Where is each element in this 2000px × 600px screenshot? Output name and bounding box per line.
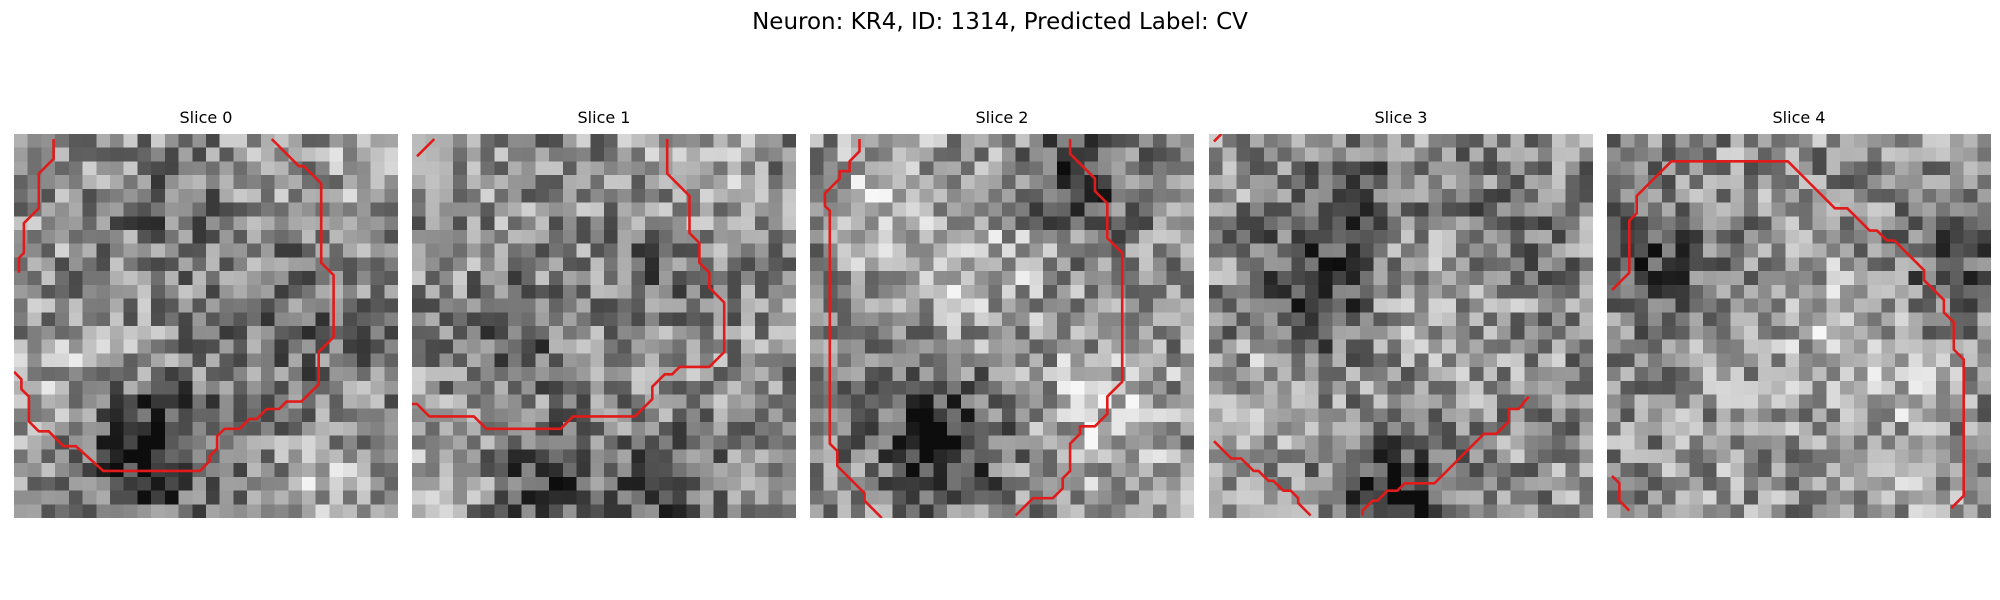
segmentation-contour xyxy=(1213,134,1223,143)
segmentation-contour xyxy=(416,138,436,158)
slice-image xyxy=(412,134,796,518)
grayscale-pixel-grid xyxy=(1607,134,1991,518)
segmentation-contour xyxy=(1611,159,1966,510)
slice-title: Slice 4 xyxy=(1772,108,1826,127)
figure-title: Neuron: KR4, ID: 1314, Predicted Label: … xyxy=(752,9,1248,35)
slice-image xyxy=(1607,134,1991,518)
grayscale-pixel-grid xyxy=(810,134,1194,518)
segmentation-contour xyxy=(1213,440,1312,517)
segmentation-contour xyxy=(1014,139,1124,517)
grayscale-pixel-grid xyxy=(412,134,796,518)
slice-image xyxy=(14,134,398,518)
slice-image xyxy=(810,134,1194,518)
grayscale-pixel-grid xyxy=(1209,134,1593,518)
segmentation-contour xyxy=(412,139,726,431)
segmentation-contour xyxy=(823,139,883,518)
segmentation-contour xyxy=(1361,395,1530,516)
segmentation-contour xyxy=(14,138,335,473)
segmentation-contour xyxy=(17,139,55,273)
slice-title: Slice 3 xyxy=(1374,108,1428,127)
segmentation-contour xyxy=(1611,474,1631,512)
grayscale-pixel-grid xyxy=(14,134,398,518)
slice-title: Slice 0 xyxy=(179,108,233,127)
slice-title: Slice 1 xyxy=(577,108,631,127)
slice-image xyxy=(1209,134,1593,518)
slice-title: Slice 2 xyxy=(975,108,1029,127)
